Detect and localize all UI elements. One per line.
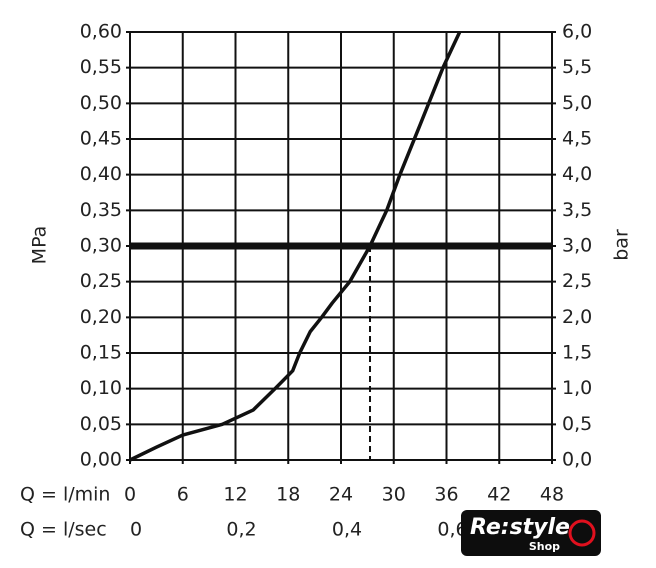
y2-tick-label: 3,5	[562, 199, 592, 221]
logo-subtitle: Shop	[529, 540, 560, 553]
x2-tick-label: 0,6	[437, 519, 467, 541]
y-tick-label: 0,05	[80, 413, 122, 435]
y2-tick-label: 3,0	[562, 235, 592, 257]
y2-tick-label: 2,5	[562, 270, 592, 292]
x-tick-label: 12	[223, 484, 247, 506]
logo: Re:style Shop	[461, 510, 601, 556]
x-tick-label: 18	[276, 484, 300, 506]
y-tick-label: 0,55	[80, 56, 122, 78]
y2-tick-label: 0,5	[562, 413, 592, 435]
x-axis-label: Q = l/min	[20, 484, 110, 506]
y2-tick-label: 1,5	[562, 342, 592, 364]
y-axis-label: MPa	[29, 226, 51, 265]
y-tick-label: 0,45	[80, 128, 122, 150]
x2-tick-label: 0,2	[226, 519, 256, 541]
y2-tick-label: 6,0	[562, 21, 592, 43]
x-tick-label: 48	[540, 484, 564, 506]
y-tick-label: 0,30	[80, 235, 122, 257]
logo-icon	[568, 519, 596, 547]
y-tick-label: 0,15	[80, 342, 122, 364]
y-tick-label: 0,40	[80, 163, 122, 185]
x-tick-label: 6	[177, 484, 189, 506]
x2-axis-label: Q = l/sec	[20, 519, 107, 541]
logo-title: Re:style	[470, 515, 570, 540]
x-tick-label: 42	[487, 484, 511, 506]
y2-tick-label: 4,0	[562, 163, 592, 185]
x-tick-label: 30	[382, 484, 406, 506]
y2-tick-label: 4,5	[562, 128, 592, 150]
y2-tick-label: 1,0	[562, 377, 592, 399]
y2-tick-label: 5,5	[562, 56, 592, 78]
y2-tick-label: 2,0	[562, 306, 592, 328]
y-tick-label: 0,20	[80, 306, 122, 328]
y2-tick-label: 0,0	[562, 449, 592, 471]
plot-area: 0,000,050,100,150,200,250,300,350,400,45…	[80, 21, 593, 541]
x2-tick-label: 0	[130, 519, 142, 541]
y-tick-label: 0,10	[80, 377, 122, 399]
y-tick-label: 0,60	[80, 21, 122, 43]
logo-box	[461, 510, 601, 556]
pressure-curve	[129, 31, 462, 462]
y2-axis-label: bar	[611, 229, 633, 261]
y-tick-label: 0,00	[80, 449, 122, 471]
y-tick-label: 0,25	[80, 270, 122, 292]
y2-tick-label: 5,0	[562, 92, 592, 114]
y-tick-label: 0,35	[80, 199, 122, 221]
x2-tick-label: 0,4	[332, 519, 362, 541]
x-tick-label: 36	[434, 484, 458, 506]
x-tick-label: 24	[329, 484, 353, 506]
x-tick-label: 0	[124, 484, 136, 506]
y-tick-label: 0,50	[80, 92, 122, 114]
